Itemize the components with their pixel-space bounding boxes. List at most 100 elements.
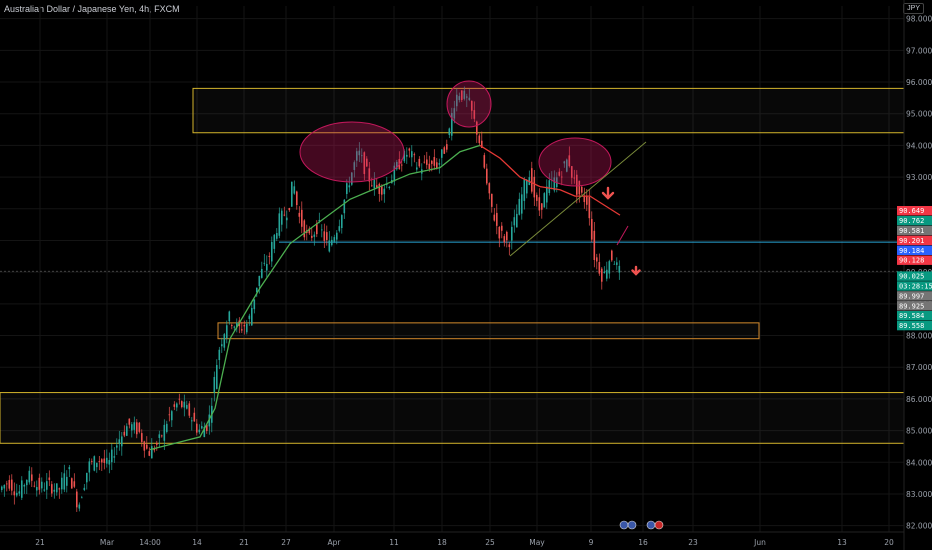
candle-body [1,486,3,491]
price-tag-label: 90.649 [899,207,924,215]
candle-body [153,448,156,451]
candle-body [411,151,413,158]
candle-body [41,481,43,489]
x-tick-label: 16 [638,538,648,547]
candle-body [363,152,366,175]
candle-body [546,186,548,203]
candle-body [566,159,568,172]
candle-body [461,90,463,100]
candle-body [423,161,426,163]
candle-body [541,203,543,210]
candle-body [26,479,28,486]
event-icon [627,520,637,530]
candle-body [91,461,93,462]
candle-body [61,477,63,490]
candle-body [603,271,606,274]
candle-body [106,457,108,464]
candle-body [23,484,26,487]
candle-body [311,235,313,238]
y-tick-label: 98.000 [906,15,932,24]
candle-body [503,236,506,243]
y-tick-label: 94.000 [906,141,932,150]
price-tag-bg [897,225,932,236]
price-tag-bg [897,235,932,246]
y-tick-label: 87.000 [906,363,932,372]
y-tick-label: 93.000 [906,173,932,182]
candle-body [261,268,263,278]
candle-body [116,445,118,448]
candle-body [473,110,476,119]
candle-body [16,492,18,496]
x-tick-label: 27 [281,538,291,547]
candle-body [321,229,323,231]
candle-body [183,401,186,408]
candle-body [496,212,498,226]
zone [192,87,905,134]
price-tag: 90.649 [897,206,932,216]
candle-body [196,423,198,433]
candle-body [6,483,8,485]
candle-body [206,424,208,431]
candle-body [368,168,371,182]
candle-body [498,226,501,239]
moving-average [149,144,621,451]
candle-body [143,441,146,451]
candle-body [331,239,333,246]
candle-body [38,477,41,490]
candle-body [488,183,491,194]
candle-body [438,163,441,165]
price-tag: 89.558 [897,320,932,331]
candle-body [336,232,338,240]
candle-body [31,474,33,481]
candle-body [548,180,551,194]
candle-body [573,177,576,179]
candle-body [431,160,433,164]
candle-body [171,411,173,421]
candle-body [366,158,368,167]
candle-body [253,299,256,310]
candle-body [516,213,518,228]
candle-body [343,199,346,214]
candle-body [73,481,76,487]
candle-body [586,196,588,205]
candle-body [618,265,621,273]
candle-body [3,485,6,489]
candle-body [243,324,246,327]
candle-body [468,97,471,101]
candle-body [313,234,316,237]
y-tick-label: 97.000 [906,46,932,55]
y-tick-label: 82.000 [906,522,932,531]
candle-body [501,225,503,231]
price-tag-label: 90.025 [899,273,924,281]
horizontal-lines [0,241,904,272]
candle-body [21,480,23,498]
candle-body [476,121,478,135]
price-tag-label: 90.128 [899,257,924,265]
candle-body [483,155,486,168]
candle-body [611,250,613,261]
candle-body [338,226,341,231]
price-tag: 03:28:15 [897,281,932,291]
price-tag-label: 90.184 [899,247,924,255]
candle-body [148,451,151,456]
candle-body [258,275,261,287]
x-tick-label: 21 [35,538,45,547]
candle-body [583,196,586,203]
candle-body [486,168,488,184]
candle-body [226,325,228,339]
candle-body [118,439,121,444]
candle-body [281,210,283,225]
candle-body [481,140,483,148]
price-tag-bg [897,245,932,255]
candle-body [346,183,348,194]
highlight-ellipse [538,137,612,187]
x-tick-label: Jun [753,538,766,547]
candle-body [233,326,236,328]
price-tag: 90.128 [897,255,932,265]
candle-body [283,214,286,216]
y-tick-label: 83.000 [906,490,932,499]
candle-body [181,401,183,408]
candle-body [613,263,616,265]
candle-body [521,194,523,214]
